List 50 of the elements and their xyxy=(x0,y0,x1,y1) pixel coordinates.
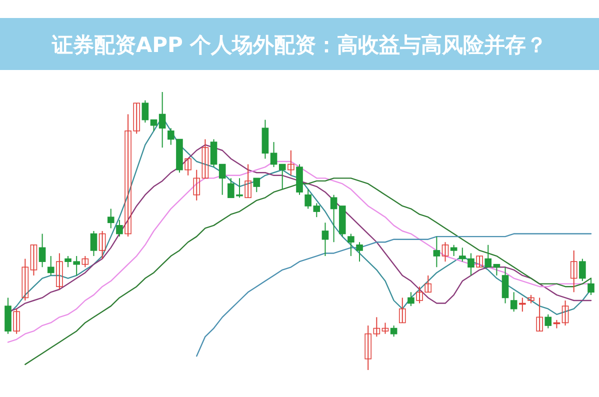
candlestick xyxy=(579,258,586,282)
candlestick xyxy=(476,256,483,268)
candlestick xyxy=(348,233,354,257)
candlestick xyxy=(330,194,338,243)
candlestick xyxy=(519,297,526,312)
candlestick xyxy=(510,292,518,312)
candlestick xyxy=(30,244,38,276)
candlestick xyxy=(107,208,114,229)
candlestick xyxy=(562,300,569,326)
candlestick xyxy=(150,119,158,132)
candlestick xyxy=(502,266,509,304)
candlestick xyxy=(588,278,594,296)
candlestick xyxy=(278,164,286,190)
candlestick xyxy=(408,292,414,307)
candlestick xyxy=(47,256,54,276)
candlestick xyxy=(193,169,200,201)
candlestick xyxy=(158,92,166,148)
candlestick xyxy=(98,230,106,260)
chart-title: 证券配资APP 个人场外配资：高收益与高风险并存？ xyxy=(50,33,548,57)
candlestick xyxy=(536,297,543,332)
candlestick xyxy=(56,252,63,290)
candlestick xyxy=(493,264,500,276)
candlestick xyxy=(142,100,149,124)
candlestick xyxy=(116,219,123,238)
candlestick xyxy=(210,138,218,168)
candlestick xyxy=(450,244,458,257)
candlestick xyxy=(13,308,20,334)
candlestick xyxy=(484,244,492,268)
candlestick xyxy=(218,164,226,196)
candlestick xyxy=(373,316,380,338)
candlestick xyxy=(570,250,578,293)
candlestick xyxy=(38,233,46,268)
candlestick xyxy=(398,297,406,324)
candlestick xyxy=(270,142,278,168)
candlestick xyxy=(322,222,329,257)
candlestick xyxy=(202,138,209,179)
candlestick xyxy=(82,256,89,268)
candlestick xyxy=(356,242,363,262)
candlestick xyxy=(288,150,294,176)
candlestick xyxy=(244,164,252,198)
candlestick xyxy=(90,230,98,257)
candlestick xyxy=(253,178,260,193)
candlestick xyxy=(184,158,192,176)
candlestick xyxy=(442,242,449,262)
candlestick xyxy=(22,258,29,301)
candlestick xyxy=(390,325,398,338)
candlestick xyxy=(433,236,440,268)
candlestick xyxy=(382,322,389,334)
candlestick xyxy=(364,325,372,370)
candlestick xyxy=(544,314,552,329)
